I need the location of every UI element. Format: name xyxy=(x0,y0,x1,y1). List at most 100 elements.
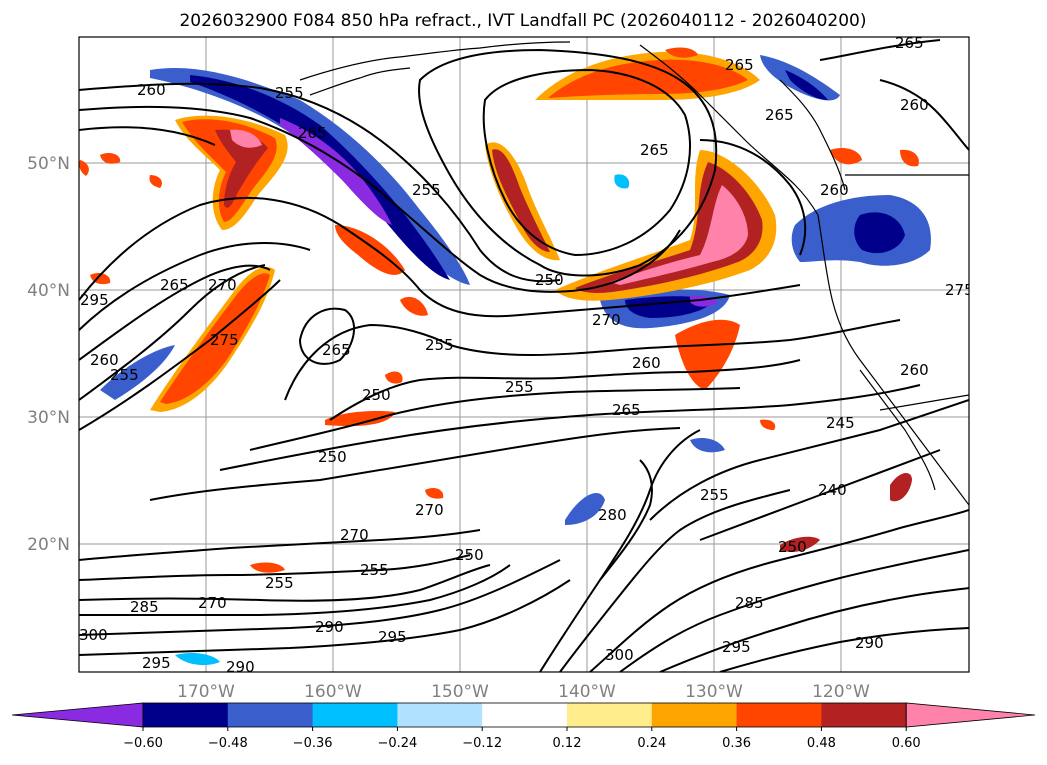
positive-anomaly xyxy=(780,536,820,552)
negative-anomaly xyxy=(100,345,175,400)
colorbar-bin xyxy=(397,703,483,727)
contour-label: 260 xyxy=(900,361,929,379)
colorbar-tick-label: 0.60 xyxy=(892,736,921,751)
contour-line xyxy=(589,509,969,672)
map-frame xyxy=(78,36,970,673)
colorbar-tick-label: −0.12 xyxy=(462,736,502,751)
lat-tick-label: 20°N xyxy=(27,535,70,555)
graticule xyxy=(79,37,969,672)
negative-anomaly xyxy=(190,75,450,280)
colorbar-bin xyxy=(651,703,738,727)
colorbar-frame xyxy=(142,702,907,728)
coastline xyxy=(779,79,846,191)
positive-anomaly xyxy=(890,473,912,502)
lon-tick-label: 170°W xyxy=(177,682,235,702)
colorbar-bin xyxy=(227,703,314,727)
contour-line xyxy=(559,489,791,672)
contour-label: 265 xyxy=(765,106,794,124)
colorbar-tick-label: −0.48 xyxy=(208,736,248,751)
contour-label: 255 xyxy=(110,366,139,384)
contour-line xyxy=(79,579,571,656)
contour-line xyxy=(659,587,969,672)
colorbar-tick-label: 0.24 xyxy=(637,736,666,751)
contour-label: 270 xyxy=(340,526,369,544)
contour-line xyxy=(329,359,801,421)
contour-line xyxy=(619,549,969,672)
shaded-field xyxy=(79,47,931,666)
positive-anomaly xyxy=(100,152,121,164)
positive-anomaly xyxy=(900,149,919,167)
positive-anomaly xyxy=(385,371,403,384)
lon-tick-label: 160°W xyxy=(304,682,362,702)
contour-label: 250 xyxy=(318,448,347,466)
border xyxy=(879,394,969,411)
colorbar-tick-label: 0.36 xyxy=(722,736,751,751)
contour-label: 250 xyxy=(362,386,391,404)
contour-line xyxy=(79,264,271,361)
contour-line xyxy=(284,319,901,401)
positive-anomaly xyxy=(79,160,89,176)
contour-line xyxy=(719,627,969,672)
negative-anomaly xyxy=(175,652,220,666)
lon-tick-label: 140°W xyxy=(558,682,616,702)
contour-label: 270 xyxy=(415,501,444,519)
positive-anomaly xyxy=(250,562,285,573)
colorbar-bin xyxy=(821,703,907,727)
contour-label: 260 xyxy=(632,354,661,372)
contour-line xyxy=(79,196,801,318)
contour-label: 295 xyxy=(722,638,751,656)
map-panel: 260 255 265 255 265 270 275 250 255 265 … xyxy=(78,34,970,676)
positive-anomaly xyxy=(610,185,748,285)
contour-label: 290 xyxy=(855,634,884,652)
contour-label: 300 xyxy=(79,626,108,644)
contour-label: 240 xyxy=(818,481,847,499)
contour-labels: 260 255 265 255 265 270 275 250 255 265 … xyxy=(79,34,969,676)
positive-anomaly xyxy=(760,419,776,430)
contour-label: 265 xyxy=(322,341,351,359)
contour-label: 260 xyxy=(137,81,166,99)
contour-line xyxy=(79,564,511,617)
contour-line xyxy=(298,307,356,365)
contour-line xyxy=(79,559,561,636)
contour-label: 260 xyxy=(820,181,849,199)
colorbar-tick-label: 0.48 xyxy=(807,736,836,751)
contour-label: 265 xyxy=(895,34,924,52)
contour-label: 290 xyxy=(226,658,255,676)
lon-tick-label: 150°W xyxy=(431,682,489,702)
colorbar-tick-label: −0.24 xyxy=(377,736,417,751)
positive-anomaly xyxy=(548,59,748,98)
contour-line xyxy=(819,39,941,61)
lat-tick-label: 50°N xyxy=(27,154,70,174)
contour-label: 300 xyxy=(605,646,634,664)
contour-label: 265 xyxy=(160,276,189,294)
contour-label: 295 xyxy=(378,628,407,646)
contour-line xyxy=(79,554,471,581)
positive-anomaly xyxy=(149,175,162,188)
coastline xyxy=(859,369,936,491)
contour-label: 250 xyxy=(455,546,484,564)
contour-line xyxy=(879,79,969,151)
contour-label: 285 xyxy=(130,598,159,616)
contour-label: 270 xyxy=(208,276,237,294)
positive-anomaly xyxy=(400,296,428,316)
colorbar-bin xyxy=(567,703,653,727)
contour-line xyxy=(649,399,969,521)
contour-label: 260 xyxy=(90,351,119,369)
contour-line xyxy=(79,529,481,561)
contour-label: 280 xyxy=(598,506,627,524)
colorbar-tick-label: −0.60 xyxy=(123,736,163,751)
colorbar-bin xyxy=(312,703,398,727)
colorbar-bin xyxy=(482,703,568,727)
lat-axis: 50°N 40°N 30°N 20°N xyxy=(27,154,70,555)
contour-label: 255 xyxy=(275,84,304,102)
contour-label: 255 xyxy=(360,561,389,579)
coastline xyxy=(817,214,969,506)
colorbar-tick-label: 0.12 xyxy=(553,736,582,751)
contour-label: 255 xyxy=(425,336,454,354)
contour-label: 270 xyxy=(592,311,621,329)
contour-label: 265 xyxy=(725,56,754,74)
contour-label: 275 xyxy=(210,331,239,349)
colorbar: −0.60 −0.48 −0.36 −0.24 −0.12 0.12 0.24 0.36 0.4… xyxy=(11,702,1036,751)
negative-anomaly xyxy=(280,118,392,225)
